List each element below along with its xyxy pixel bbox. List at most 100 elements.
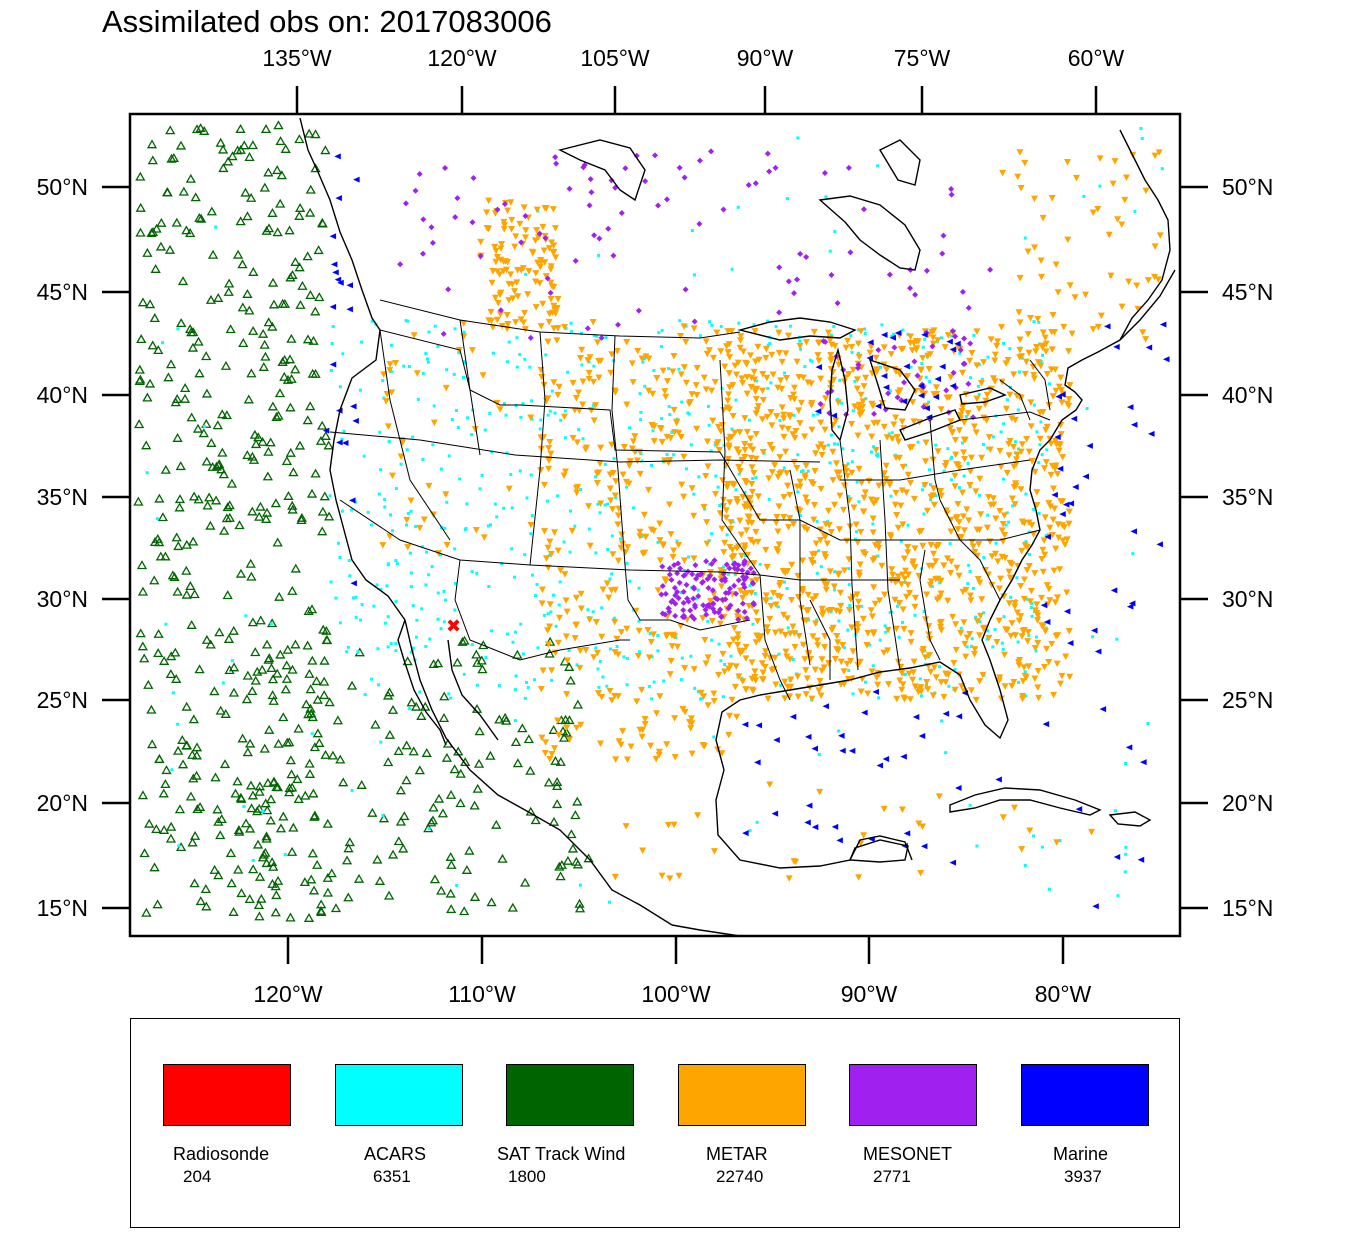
sat-track-wind-marker — [491, 819, 502, 829]
metar-marker — [1034, 684, 1042, 691]
metar-marker — [794, 593, 802, 601]
metar-marker — [1018, 846, 1026, 853]
acars-marker — [769, 596, 773, 600]
metar-marker — [763, 413, 771, 421]
sat-track-wind-marker — [257, 852, 269, 862]
metar-marker — [727, 525, 735, 533]
metar-marker — [1015, 617, 1023, 625]
metar-marker — [547, 279, 555, 287]
metar-marker — [658, 438, 666, 446]
metar-marker — [659, 367, 667, 375]
metar-marker — [1027, 423, 1035, 430]
metar-marker — [768, 422, 776, 429]
metar-marker — [996, 507, 1004, 515]
metar-marker — [1022, 358, 1030, 366]
sat-track-wind-marker — [181, 740, 193, 750]
metar-marker — [1020, 626, 1028, 634]
metar-marker — [656, 557, 664, 564]
acars-marker — [638, 392, 642, 396]
sat-track-wind-marker — [303, 913, 315, 922]
acars-obs — [145, 126, 1164, 904]
metar-marker — [729, 413, 737, 420]
sat-track-wind-marker — [259, 339, 270, 349]
sat-track-wind-marker — [192, 423, 204, 433]
metar-marker — [577, 590, 585, 598]
marine-marker — [346, 282, 354, 289]
mesonet-marker — [711, 557, 718, 564]
metar-marker — [731, 362, 739, 370]
metar-marker — [1038, 556, 1046, 563]
metar-marker — [1010, 804, 1018, 812]
sat-track-wind-marker — [294, 440, 306, 450]
metar-marker — [953, 564, 961, 572]
metar-marker — [966, 592, 974, 600]
metar-marker — [1054, 632, 1062, 639]
sat-track-wind-marker — [146, 139, 158, 149]
metar-marker — [555, 383, 563, 391]
metar-marker — [1002, 405, 1010, 413]
metar-marker — [751, 673, 759, 681]
acars-marker — [242, 804, 246, 808]
acars-marker — [1040, 353, 1044, 357]
axis-ticks — [102, 86, 1208, 964]
sat-track-wind-marker — [263, 167, 274, 177]
sat-track-wind-marker — [461, 865, 473, 874]
sat-track-wind-marker — [374, 875, 386, 885]
acars-marker — [548, 409, 552, 413]
acars-marker — [895, 604, 899, 608]
metar-marker — [900, 625, 908, 633]
sat-track-wind-marker — [319, 690, 330, 700]
metar-marker — [416, 524, 424, 532]
metar-marker — [542, 205, 550, 212]
legend-item-metar: METAR 22740 — [676, 1019, 816, 1229]
acars-marker — [1005, 398, 1009, 402]
metar-marker — [1057, 386, 1065, 394]
acars-marker — [815, 519, 819, 523]
sat-track-wind-marker — [281, 456, 293, 466]
sat-track-wind-marker — [247, 617, 259, 627]
metar-marker — [999, 520, 1007, 528]
metar-marker — [933, 391, 941, 398]
sat-track-wind-marker — [306, 708, 317, 718]
metar-marker — [584, 357, 592, 364]
acars-marker — [798, 513, 802, 517]
metar-marker — [1071, 294, 1079, 301]
metar-marker — [547, 263, 555, 270]
metar-marker — [628, 445, 636, 453]
metar-marker — [1042, 348, 1050, 355]
sat-track-wind-marker — [169, 572, 180, 581]
metar-marker — [748, 488, 756, 496]
acars-marker — [462, 672, 466, 676]
acars-marker — [824, 195, 828, 199]
mesonet-marker — [470, 174, 477, 181]
acars-marker — [597, 685, 601, 689]
metar-marker — [1054, 470, 1062, 478]
metar-marker — [809, 596, 817, 603]
marine-marker — [1092, 903, 1099, 910]
sat-track-wind-marker — [242, 211, 253, 221]
acars-marker — [486, 524, 490, 528]
mesonet-marker — [544, 275, 551, 282]
metar-marker — [662, 393, 670, 401]
sat-track-wind-marker — [267, 277, 279, 287]
acars-marker — [587, 527, 591, 531]
acars-marker — [734, 398, 738, 402]
mesonet-marker — [871, 410, 878, 417]
metar-marker — [546, 623, 554, 631]
metar-marker — [483, 225, 491, 232]
acars-marker — [350, 788, 354, 792]
metar-marker — [1010, 679, 1018, 686]
acars-marker — [1002, 615, 1006, 619]
metar-marker — [1018, 518, 1026, 525]
acars-marker — [526, 686, 530, 690]
sat-track-wind-marker — [370, 719, 381, 729]
acars-marker — [944, 751, 948, 755]
mesonet-marker — [820, 338, 827, 345]
metar-marker — [988, 581, 996, 589]
acars-marker — [924, 375, 928, 379]
sat-track-wind-marker — [270, 881, 281, 891]
metar-marker — [995, 677, 1003, 684]
sat-track-wind-marker — [572, 699, 583, 709]
metar-marker — [929, 334, 937, 342]
metar-marker — [959, 588, 967, 596]
